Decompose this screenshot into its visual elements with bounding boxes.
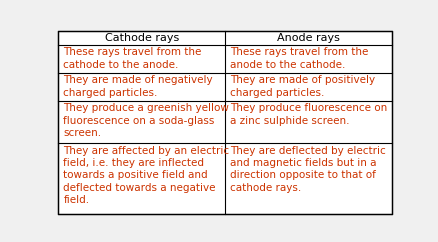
Text: Anode rays: Anode rays <box>276 33 339 43</box>
Text: They produce a greenish yellow
fluorescence on a soda-glass
screen.: They produce a greenish yellow fluoresce… <box>63 103 229 138</box>
FancyBboxPatch shape <box>58 31 391 213</box>
Text: These rays travel from the
anode to the cathode.: These rays travel from the anode to the … <box>230 47 367 70</box>
Text: They are made of positively
charged particles.: They are made of positively charged part… <box>230 75 374 98</box>
Text: They are made of negatively
charged particles.: They are made of negatively charged part… <box>63 75 212 98</box>
Text: They are deflected by electric
and magnetic fields but in a
direction opposite t: They are deflected by electric and magne… <box>230 145 385 193</box>
Text: These rays travel from the
cathode to the anode.: These rays travel from the cathode to th… <box>63 47 201 70</box>
Text: Cathode rays: Cathode rays <box>104 33 178 43</box>
Text: They are affected by an electric
field, i.e. they are inflected
towards a positi: They are affected by an electric field, … <box>63 145 229 205</box>
Text: They produce fluorescence on
a zinc sulphide screen.: They produce fluorescence on a zinc sulp… <box>230 103 386 126</box>
